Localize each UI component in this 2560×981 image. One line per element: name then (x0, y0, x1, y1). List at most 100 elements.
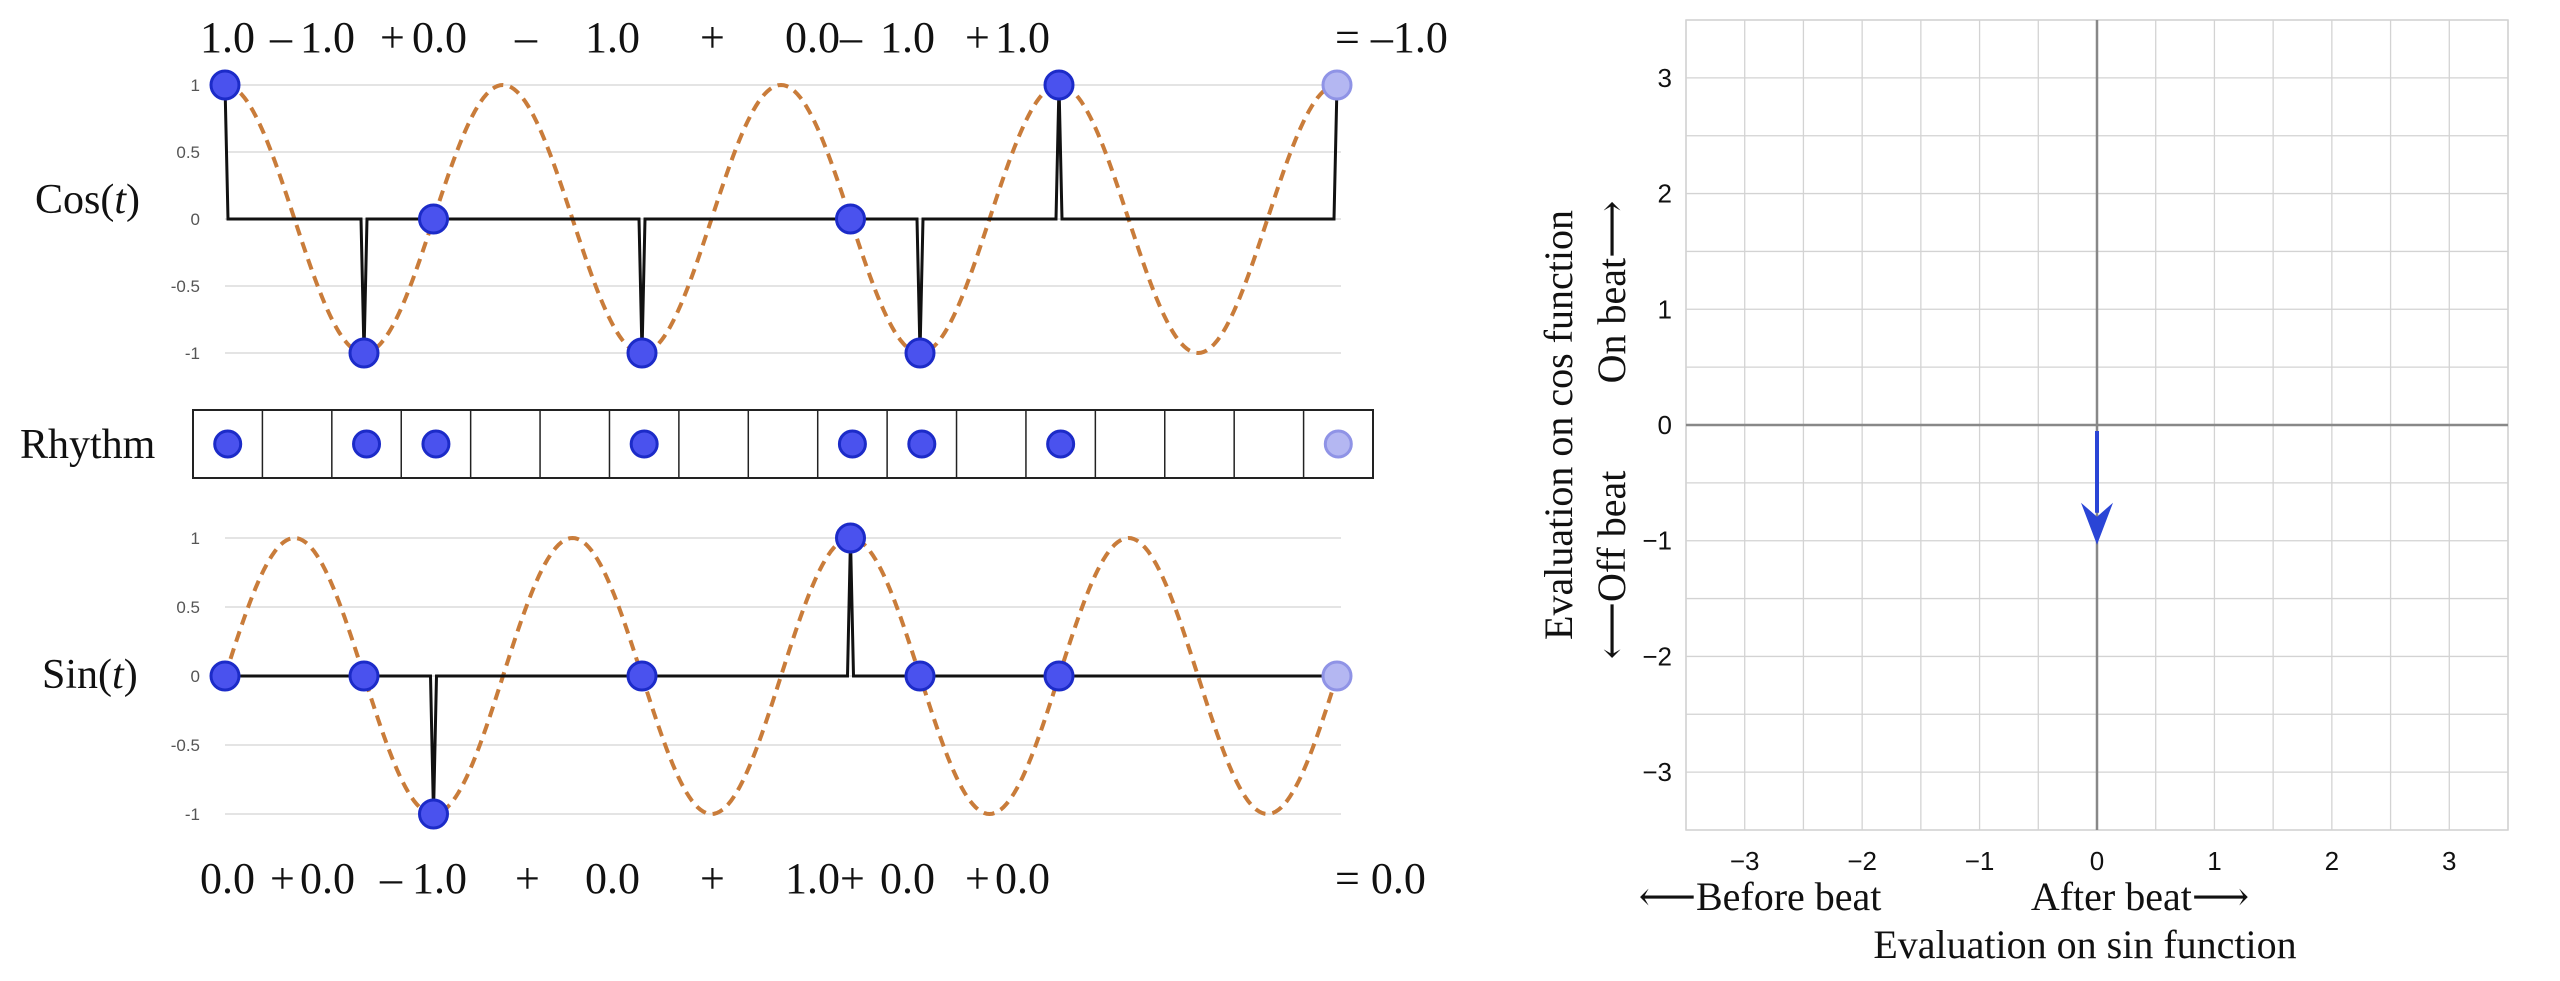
vector-chart-grid (1685, 19, 2509, 831)
sin-equation-term: 0.0 (300, 854, 355, 903)
rhythm-onset (907, 429, 937, 459)
cos-equation-term: 0.0 (412, 13, 467, 62)
rhythm-onset (837, 429, 867, 459)
sin-equation-term: 0.0 (200, 854, 255, 903)
cos-y-tick: 0 (191, 210, 200, 229)
cos-equation-term: 1.0 (995, 13, 1050, 62)
sin-equation-term: 0.0 (585, 854, 640, 903)
rhythm-grid (192, 409, 1374, 479)
sin-y-tick: -0.5 (171, 736, 200, 755)
vector-y-tick: −3 (1642, 757, 1672, 787)
cos-y-tick: -0.5 (171, 277, 200, 296)
sin-equation-term: 0.0 (880, 854, 935, 903)
cos-onset-point (835, 203, 866, 235)
cos-y-ticks: 1 0.5 0 -0.5 -1 (171, 76, 200, 363)
x-axis-title: Evaluation on sin function (1873, 922, 2296, 967)
cos-equation-term: + (700, 13, 725, 62)
cos-equation-result: = –1.0 (1335, 13, 1448, 62)
cos-onset-point (904, 337, 936, 369)
sin-onset-point (418, 798, 449, 830)
cos-equation-term: – (839, 13, 863, 62)
sin-equation-term: 0.0 (995, 854, 1050, 903)
sin-onset-points (209, 522, 1353, 830)
sin-onset-point (835, 522, 866, 554)
sin-y-tick: -1 (185, 805, 200, 824)
vector-y-tick: 2 (1658, 179, 1672, 209)
result-vector-arrow (2081, 431, 2113, 545)
sin-equation-term: – (379, 854, 403, 903)
sin-onset-point (348, 660, 380, 692)
sin-equation-result: = 0.0 (1335, 854, 1426, 903)
sin-y-tick: 0 (191, 667, 200, 686)
y-axis-label-on-beat: On beat⟶ (1589, 201, 1634, 384)
sin-onset-point (626, 660, 658, 692)
vector-x-tick: 0 (2090, 846, 2104, 876)
sin-pulse-line (225, 537, 1337, 815)
cos-onset-point (209, 69, 241, 101)
cos-label-t: t (114, 177, 127, 223)
rhythm-grid-frame (192, 409, 1374, 479)
cos-equation-term: 1.0 (300, 13, 355, 62)
vector-y-tick: 1 (1658, 294, 1672, 324)
cos-y-tick: 1 (191, 76, 200, 95)
sin-onset-point (209, 660, 241, 692)
rhythm-onset (629, 429, 659, 459)
vector-y-tick: −2 (1642, 641, 1672, 671)
sin-y-ticks: 1 0.5 0 -0.5 -1 (171, 529, 200, 824)
cos-equation-term: – (514, 13, 538, 62)
x-axis-label-before: ⟵Before beat (1639, 874, 1882, 919)
vector-x-tick: −3 (1730, 846, 1760, 876)
sin-equation-term: 1.0 (785, 854, 840, 903)
rhythm-label: Rhythm (20, 422, 156, 468)
rhythm-onset (213, 429, 243, 459)
vector-x-tick: 2 (2325, 846, 2339, 876)
cos-onset-point (626, 337, 658, 369)
sin-equation: 0.0 +0.0–1.0 +0.0 +1.0 +0.0 +0.0 = 0.0 (200, 854, 1426, 903)
cos-label: Cos(t) (35, 177, 140, 223)
sin-equation-term: + (840, 854, 865, 903)
cos-equation-term: 1.0 (200, 13, 255, 62)
vector-x-tick: −2 (1847, 846, 1877, 876)
sin-ghost-point (1321, 660, 1353, 692)
vector-head (2081, 502, 2113, 545)
vector-y-tick: 0 (1658, 410, 1672, 440)
rhythm-ghost-onset (1323, 429, 1353, 459)
sin-y-tick: 1 (191, 529, 200, 548)
x-axis-label-after: After beat⟶ (2031, 874, 2249, 919)
cos-equation-term: + (965, 13, 990, 62)
sin-equation-term: + (515, 854, 540, 903)
sin-equation-term: + (270, 854, 295, 903)
cos-equation: 1.0–1.0 +0.0–1.0 +0.0–1.0 +1.0 = –1.0 (200, 13, 1448, 62)
sin-equation-term: + (700, 854, 725, 903)
y-axis-title: Evaluation on cos function (1536, 210, 1581, 640)
sin-equation-term: 1.0 (412, 854, 467, 903)
sin-onset-point (904, 660, 936, 692)
sin-label-t: t (112, 652, 125, 698)
vector-y-tick: −1 (1642, 526, 1672, 556)
vector-x-tick: 1 (2207, 846, 2221, 876)
sin-equation-term: + (965, 854, 990, 903)
cos-equation-term: 0.0 (785, 13, 840, 62)
cos-pulse-line (223, 84, 1339, 354)
sin-label: Sin(t) (42, 652, 138, 698)
rhythm-onset (421, 429, 451, 459)
cos-y-tick: 0.5 (176, 143, 200, 162)
cos-equation-term: 1.0 (880, 13, 935, 62)
cos-equation-term: 1.0 (585, 13, 640, 62)
vector-x-tick: −1 (1965, 846, 1995, 876)
vector-chart-ticks: −3 −2 −1 0 1 2 3 3 2 1 0 −1 −2 −3 (1642, 63, 2456, 876)
cos-onset-point (348, 337, 380, 369)
cos-ghost-point (1321, 69, 1353, 101)
vector-y-tick: 3 (1658, 63, 1672, 93)
y-axis-label-off-beat: ⟵Off beat (1589, 471, 1634, 660)
sin-y-tick: 0.5 (176, 598, 200, 617)
cos-y-tick: -1 (185, 344, 200, 363)
sin-onset-point (1043, 660, 1075, 692)
cos-wave-curve (224, 82, 1338, 356)
cos-equation-term: – (269, 13, 293, 62)
cos-equation-term: + (380, 13, 405, 62)
rhythm-onset (352, 429, 382, 459)
cos-onset-point (418, 203, 449, 235)
